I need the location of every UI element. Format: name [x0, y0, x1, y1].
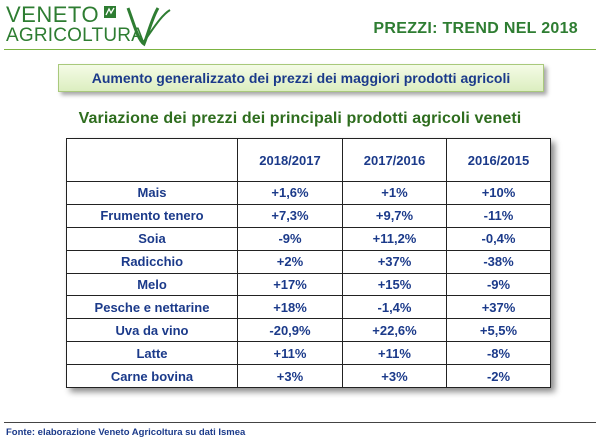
page-title: PREZZI: TREND NEL 2018 — [373, 20, 578, 37]
logo-text-veneto: VENETO — [6, 2, 100, 27]
price-variation-table: 2018/2017 2017/2016 2016/2015 Mais +1,6%… — [66, 138, 551, 389]
value-cell: +18% — [237, 295, 343, 320]
headline-banner: Aumento generalizzato dei prezzi dei mag… — [58, 64, 544, 92]
value-cell: +11,2% — [342, 226, 447, 251]
header-cell-2018-2017: 2018/2017 — [237, 138, 343, 182]
value-cell-highlighted: -9% — [237, 226, 343, 251]
table-row: Latte +11% +11% -8% — [66, 341, 551, 366]
product-cell: Latte — [66, 341, 238, 366]
table-row: Frumento tenero +7,3% +9,7% -11% — [66, 203, 551, 228]
value-cell: +3% — [342, 364, 447, 389]
product-cell: Pesche e nettarine — [66, 295, 238, 320]
source-footnote: Fonte: elaborazione Veneto Agricoltura s… — [6, 427, 246, 438]
value-cell: +11% — [237, 341, 343, 366]
value-cell: +5,5% — [446, 318, 551, 343]
value-cell: +17% — [237, 272, 343, 297]
product-cell: Uva da vino — [66, 318, 238, 343]
value-cell: +10% — [446, 181, 551, 205]
value-cell: -9% — [446, 272, 551, 297]
table-row: Melo +17% +15% -9% — [66, 272, 551, 297]
header-cell-2016-2015: 2016/2015 — [446, 138, 551, 182]
header-cell-empty — [66, 138, 238, 182]
table-row: Mais +1,6% +1% +10% — [66, 181, 551, 205]
value-cell: +9,7% — [342, 203, 447, 228]
table-row: Uva da vino -20,9% +22,6% +5,5% — [66, 318, 551, 343]
value-cell: +37% — [342, 249, 447, 274]
value-cell: -0,4% — [446, 226, 551, 251]
header-cell-2017-2016: 2017/2016 — [342, 138, 447, 182]
value-cell: +2% — [237, 249, 343, 274]
product-cell: Melo — [66, 272, 238, 297]
table-row: Soia -9% +11,2% -0,4% — [66, 226, 551, 251]
value-cell-highlighted: -20,9% — [237, 318, 343, 343]
value-cell: +7,3% — [237, 203, 343, 228]
value-cell: +37% — [446, 295, 551, 320]
logo-swoosh-icon — [126, 7, 171, 47]
table-row: Radicchio +2% +37% -38% — [66, 249, 551, 274]
table-row: Pesche e nettarine +18% -1,4% +37% — [66, 295, 551, 320]
table-header-row: 2018/2017 2017/2016 2016/2015 — [66, 138, 551, 182]
value-cell: +22,6% — [342, 318, 447, 343]
product-cell: Carne bovina — [66, 364, 238, 389]
value-cell: -2% — [446, 364, 551, 389]
value-cell: +11% — [342, 341, 447, 366]
table-subtitle: Variazione dei prezzi dei principali pro… — [78, 110, 522, 127]
product-cell: Soia — [66, 226, 238, 251]
logo-emblem-icon — [104, 6, 116, 18]
product-cell: Mais — [66, 181, 238, 205]
logo-text-agricoltura: AGRICOLTURA — [6, 25, 145, 46]
value-cell: +3% — [237, 364, 343, 389]
value-cell: +1,6% — [237, 181, 343, 205]
footer-divider — [4, 422, 596, 423]
product-cell: Frumento tenero — [66, 203, 238, 228]
value-cell: -38% — [446, 249, 551, 274]
value-cell: -11% — [446, 203, 551, 228]
value-cell: +1% — [342, 181, 447, 205]
value-cell: -1,4% — [342, 295, 447, 320]
veneto-agricoltura-logo: VENETO AGRICOLTURA — [6, 4, 176, 50]
table-row: Carne bovina +3% +3% -2% — [66, 364, 551, 389]
value-cell: -8% — [446, 341, 551, 366]
product-cell: Radicchio — [66, 249, 238, 274]
header-divider — [4, 49, 596, 50]
value-cell: +15% — [342, 272, 447, 297]
